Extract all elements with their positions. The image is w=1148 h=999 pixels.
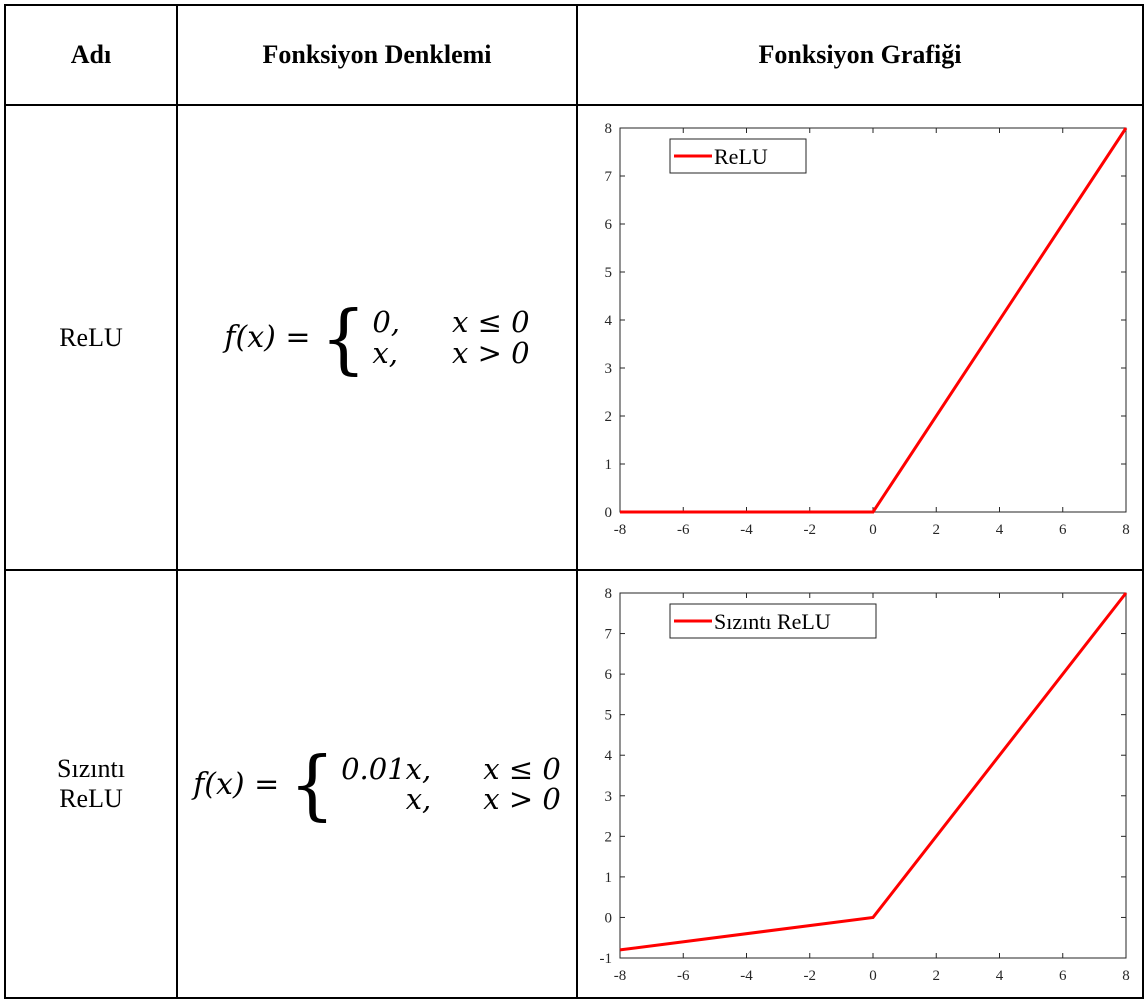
y-tick-label: 5 bbox=[605, 265, 613, 281]
table-row: Sızıntı ReLU f(x) = { 0.01x, x ≤ 0 x, x … bbox=[4, 569, 1144, 999]
case-condition: x > 0 bbox=[483, 782, 561, 816]
y-tick-label: 0 bbox=[605, 910, 613, 926]
legend-label: Sızıntı ReLU bbox=[714, 609, 831, 634]
y-tick-label: 4 bbox=[605, 313, 613, 329]
series-line bbox=[619, 592, 1128, 952]
y-tick-label: 3 bbox=[605, 789, 613, 805]
y-tick-label: -1 bbox=[600, 951, 613, 967]
y-tick-label: 7 bbox=[605, 627, 613, 643]
y-tick-label: 0 bbox=[605, 505, 613, 521]
x-tick-label: 0 bbox=[869, 968, 877, 984]
equation-lhs: f(x) = bbox=[224, 320, 311, 355]
x-tick-label: 6 bbox=[1059, 522, 1067, 538]
x-tick-label: 4 bbox=[996, 968, 1004, 984]
x-tick-label: 8 bbox=[1122, 522, 1130, 538]
function-name-line: Sızıntı bbox=[57, 754, 125, 784]
activation-function-table: Adı Fonksiyon Denklemi Fonksiyon Grafiği… bbox=[4, 4, 1144, 999]
y-tick-label: 6 bbox=[605, 217, 613, 233]
case-condition: x > 0 bbox=[452, 335, 530, 370]
table-row: ReLU f(x) = { 0, x ≤ 0 x, x > 0 -8 -6 -4 -2… bbox=[4, 104, 1144, 571]
case-value: x, bbox=[405, 782, 432, 816]
x-tick-label: 2 bbox=[933, 968, 941, 984]
case-value: 0, bbox=[372, 305, 401, 340]
x-tick-label: -6 bbox=[677, 968, 690, 984]
y-tick-label: 2 bbox=[605, 409, 613, 425]
y-tick-label: 7 bbox=[605, 169, 613, 185]
y-tick-label: 4 bbox=[605, 748, 613, 764]
x-tick-label: -2 bbox=[804, 522, 817, 538]
y-tick-label: 6 bbox=[605, 667, 613, 683]
equation: f(x) = { 0.01x, x ≤ 0 x, x > 0 bbox=[193, 739, 561, 829]
y-tick-label: 2 bbox=[605, 829, 613, 845]
equation-lhs: f(x) = bbox=[193, 766, 280, 802]
x-tick-label: -4 bbox=[740, 968, 753, 984]
x-tick-label: 4 bbox=[996, 522, 1004, 538]
case-value: 0.01x, bbox=[341, 751, 432, 786]
relu-chart: -8 -6 -4 -2 0 2 4 6 8 0 1 2 3 4 5 6 7 8 ReLU bbox=[605, 121, 1130, 538]
y-tick-label: 5 bbox=[605, 708, 613, 724]
series-line bbox=[620, 127, 1128, 514]
y-tick-label: 1 bbox=[605, 870, 613, 886]
header-name: Adı bbox=[4, 4, 178, 106]
case-condition: x ≤ 0 bbox=[483, 751, 561, 786]
graph-cell: -8 -6 -4 -2 0 2 4 6 8 0 1 2 3 4 5 6 7 8 ReLU bbox=[576, 104, 1144, 571]
function-name-cell: Sızıntı ReLU bbox=[4, 569, 178, 999]
x-tick-label: -6 bbox=[677, 522, 690, 538]
function-name: ReLU bbox=[59, 322, 123, 352]
header-graph: Fonksiyon Grafiği bbox=[576, 4, 1144, 106]
y-tick-label: 3 bbox=[605, 361, 613, 377]
graph-cell: -8 -6 -4 -2 0 2 4 6 8 -1 0 1 2 3 4 5 6 7 8 Sızıntı ReLU bbox=[576, 569, 1144, 999]
equation-cell: f(x) = { 0.01x, x ≤ 0 x, x > 0 bbox=[176, 569, 578, 999]
leaky-relu-chart: -8 -6 -4 -2 0 2 4 6 8 -1 0 1 2 3 4 5 6 7 8 Sızıntı ReLU bbox=[600, 586, 1130, 984]
x-tick-label: 6 bbox=[1059, 968, 1067, 984]
equation-cases: 0, x ≤ 0 x, x > 0 bbox=[372, 307, 529, 368]
x-tick-label: -8 bbox=[614, 968, 627, 984]
x-tick-label: 0 bbox=[869, 522, 877, 538]
x-tick-label: 2 bbox=[933, 522, 941, 538]
function-name-line: ReLU bbox=[59, 784, 123, 813]
case-value: x, bbox=[372, 335, 398, 370]
brace-symbol: { bbox=[320, 293, 367, 382]
brace-symbol: { bbox=[289, 739, 336, 829]
legend-label: ReLU bbox=[714, 144, 768, 169]
plot-area bbox=[619, 592, 1127, 959]
equation-cell: f(x) = { 0, x ≤ 0 x, x > 0 bbox=[176, 104, 578, 571]
header-equation: Fonksiyon Denklemi bbox=[176, 4, 578, 106]
x-tick-label: -4 bbox=[740, 522, 753, 538]
x-tick-label: 8 bbox=[1122, 968, 1130, 984]
y-tick-label: 8 bbox=[605, 121, 613, 137]
plot-area bbox=[619, 127, 1127, 513]
x-tick-label: -2 bbox=[804, 968, 817, 984]
header-row: Adı Fonksiyon Denklemi Fonksiyon Grafiği bbox=[4, 4, 1144, 106]
y-tick-label: 1 bbox=[605, 457, 613, 473]
function-name-cell: ReLU bbox=[4, 104, 178, 571]
y-tick-label: 8 bbox=[605, 586, 613, 602]
case-condition: x ≤ 0 bbox=[452, 305, 530, 340]
equation: f(x) = { 0, x ≤ 0 x, x > 0 bbox=[224, 293, 529, 382]
equation-cases: 0.01x, x ≤ 0 x, x > 0 bbox=[341, 751, 561, 816]
x-tick-label: -8 bbox=[614, 522, 627, 538]
